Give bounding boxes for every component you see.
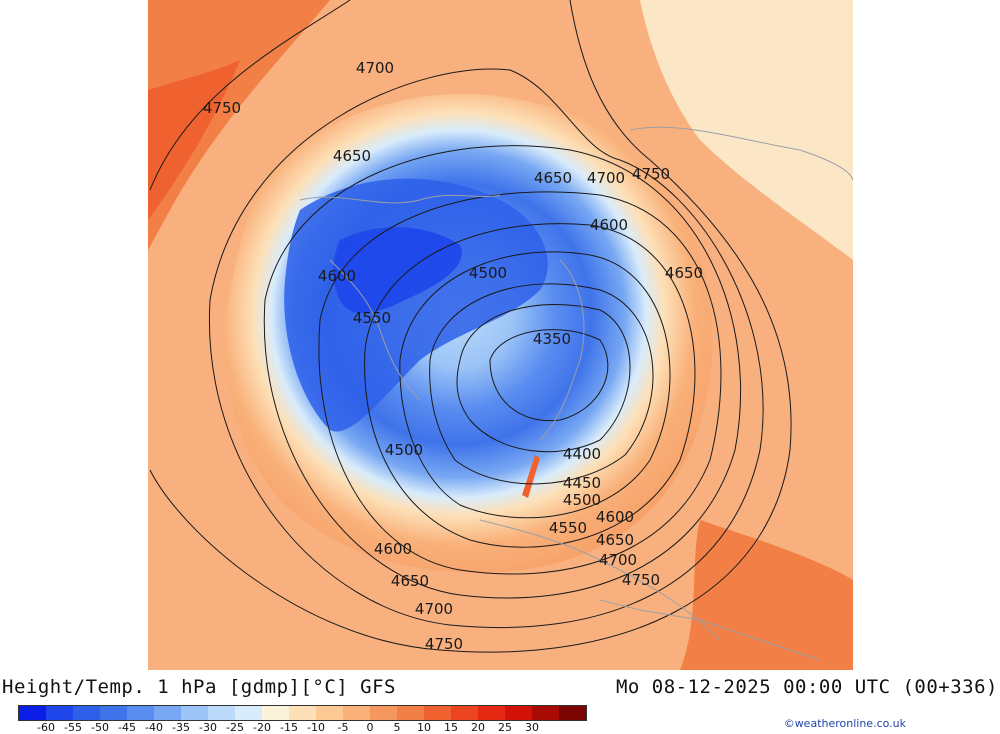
- contour-label: 4600: [374, 540, 412, 558]
- contour-label: 4700: [599, 551, 637, 569]
- contour-label: 4650: [333, 147, 371, 165]
- contour-4500: [399, 251, 671, 519]
- colorbar-swatch: [532, 706, 559, 720]
- warm-region-west: [148, 0, 330, 250]
- contour-label: 4700: [356, 59, 394, 77]
- colorbar-swatch: [235, 706, 262, 720]
- colorbar-tick-label: 0: [366, 721, 374, 734]
- colorbar-tick-label: -50: [91, 721, 109, 734]
- colorbar-tick-label: 25: [498, 721, 512, 734]
- contour-label: 4500: [469, 264, 507, 282]
- contour-label: 4600: [318, 267, 356, 285]
- coastlines: [299, 126, 853, 661]
- temperature-colorbar: [18, 705, 587, 721]
- map-title: Height/Temp. 1 hPa [gdmp][°C] GFS: [2, 676, 396, 698]
- contour-4350: [489, 329, 609, 422]
- colorbar-swatch: [154, 706, 181, 720]
- colorbar-swatch: [262, 706, 289, 720]
- contour-4600: [318, 191, 722, 575]
- colorbar-swatch: [559, 706, 586, 720]
- credit-link[interactable]: ©weatheronline.co.uk: [783, 717, 906, 730]
- contour-label: 4750: [622, 571, 660, 589]
- contour-4700: [208, 68, 764, 628]
- contour-label: 4350: [533, 330, 571, 348]
- coldest-core: [333, 227, 462, 314]
- contour-label: 4700: [415, 600, 453, 618]
- contour-label: 4500: [385, 441, 423, 459]
- contour-label: 4400: [563, 445, 601, 463]
- colorbar-swatch: [397, 706, 424, 720]
- colorbar-tick-label: -45: [118, 721, 136, 734]
- colorbar-swatch: [316, 706, 343, 720]
- colorbar-tick-label: -40: [145, 721, 163, 734]
- colorbar-swatch: [505, 706, 532, 720]
- contour-label: 4600: [590, 216, 628, 234]
- colorbar-swatch: [289, 706, 316, 720]
- colorbar-tick-label: -25: [226, 721, 244, 734]
- colorbar-tick-label: -30: [199, 721, 217, 734]
- colorbar-tick-label: -15: [280, 721, 298, 734]
- contour-4450: [429, 283, 654, 485]
- colorbar-swatch: [100, 706, 127, 720]
- contour-4650: [263, 145, 742, 599]
- contour-label: 4550: [549, 519, 587, 537]
- colorbar-tick-label: 10: [417, 721, 431, 734]
- colorbar-tick-label: 30: [525, 721, 539, 734]
- warm-region-southeast: [680, 520, 853, 670]
- colorbar-swatch: [73, 706, 100, 720]
- contour-label: 4600: [596, 508, 634, 526]
- colorbar-swatch: [181, 706, 208, 720]
- colorbar-swatch: [370, 706, 397, 720]
- colorbar-tick-labels: -60 -55 -50 -45 -40 -35 -30 -25 -20 -15 -10 -5 0 5 10 1…: [18, 721, 578, 734]
- colorbar-swatch: [19, 706, 46, 720]
- contour-4400: [456, 304, 631, 453]
- colorbar-swatch: [343, 706, 370, 720]
- cream-region-northeast: [640, 0, 853, 260]
- colorbar-tick-label: -60: [37, 721, 55, 734]
- contour-label: 4750: [425, 635, 463, 653]
- colorbar-swatch: [127, 706, 154, 720]
- colorbar-tick-label: -20: [253, 721, 271, 734]
- contour-4550: [364, 223, 696, 548]
- colorbar-swatch: [424, 706, 451, 720]
- colorbar-swatch: [451, 706, 478, 720]
- colorbar-tick-label: 5: [393, 721, 401, 734]
- colorbar-swatch: [208, 706, 235, 720]
- colorbar-tick-label: 15: [444, 721, 458, 734]
- hot-core-west: [148, 60, 240, 220]
- colorbar-tick-label: 20: [471, 721, 485, 734]
- contour-label: 4450: [563, 474, 601, 492]
- colorbar-tick-label: -10: [307, 721, 325, 734]
- contour-label: 4550: [353, 309, 391, 327]
- contour-label: 4750: [203, 99, 241, 117]
- contour-label: 4750: [632, 165, 670, 183]
- colorbar-swatch: [478, 706, 505, 720]
- contour-label: 4650: [534, 169, 572, 187]
- warm-filament: [522, 455, 540, 498]
- weather-map: 4700 4750 4650 4650 4700 4750 4600 4500 4650 4600…: [148, 0, 853, 670]
- contour-label: 4650: [665, 264, 703, 282]
- contour-lines: [149, 0, 792, 653]
- contour-label: 4650: [596, 531, 634, 549]
- contour-4750: [149, 0, 792, 653]
- colorbar-tick-label: -5: [337, 721, 349, 734]
- colorbar-tick-label: -55: [64, 721, 82, 734]
- valid-time: Mo 08-12-2025 00:00 UTC (00+336): [615, 676, 998, 698]
- contour-label: 4700: [587, 169, 625, 187]
- colorbar-tick-label: -35: [172, 721, 190, 734]
- colorbar-swatch: [46, 706, 73, 720]
- contour-label: 4650: [391, 572, 429, 590]
- contour-label: 4500: [563, 491, 601, 509]
